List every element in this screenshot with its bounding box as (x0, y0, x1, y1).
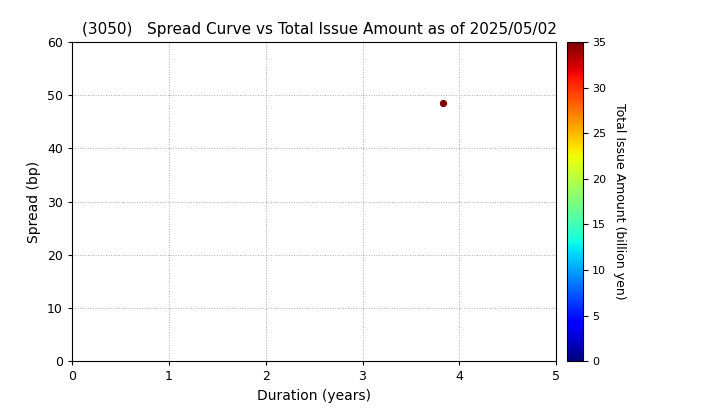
Y-axis label: Total Issue Amount (billion yen): Total Issue Amount (billion yen) (613, 103, 626, 300)
Text: (3050)   Spread Curve vs Total Issue Amount as of 2025/05/02: (3050) Spread Curve vs Total Issue Amoun… (81, 22, 557, 37)
Y-axis label: Spread (bp): Spread (bp) (27, 160, 42, 243)
X-axis label: Duration (years): Duration (years) (257, 389, 371, 403)
Point (437, 100, 449, 107)
